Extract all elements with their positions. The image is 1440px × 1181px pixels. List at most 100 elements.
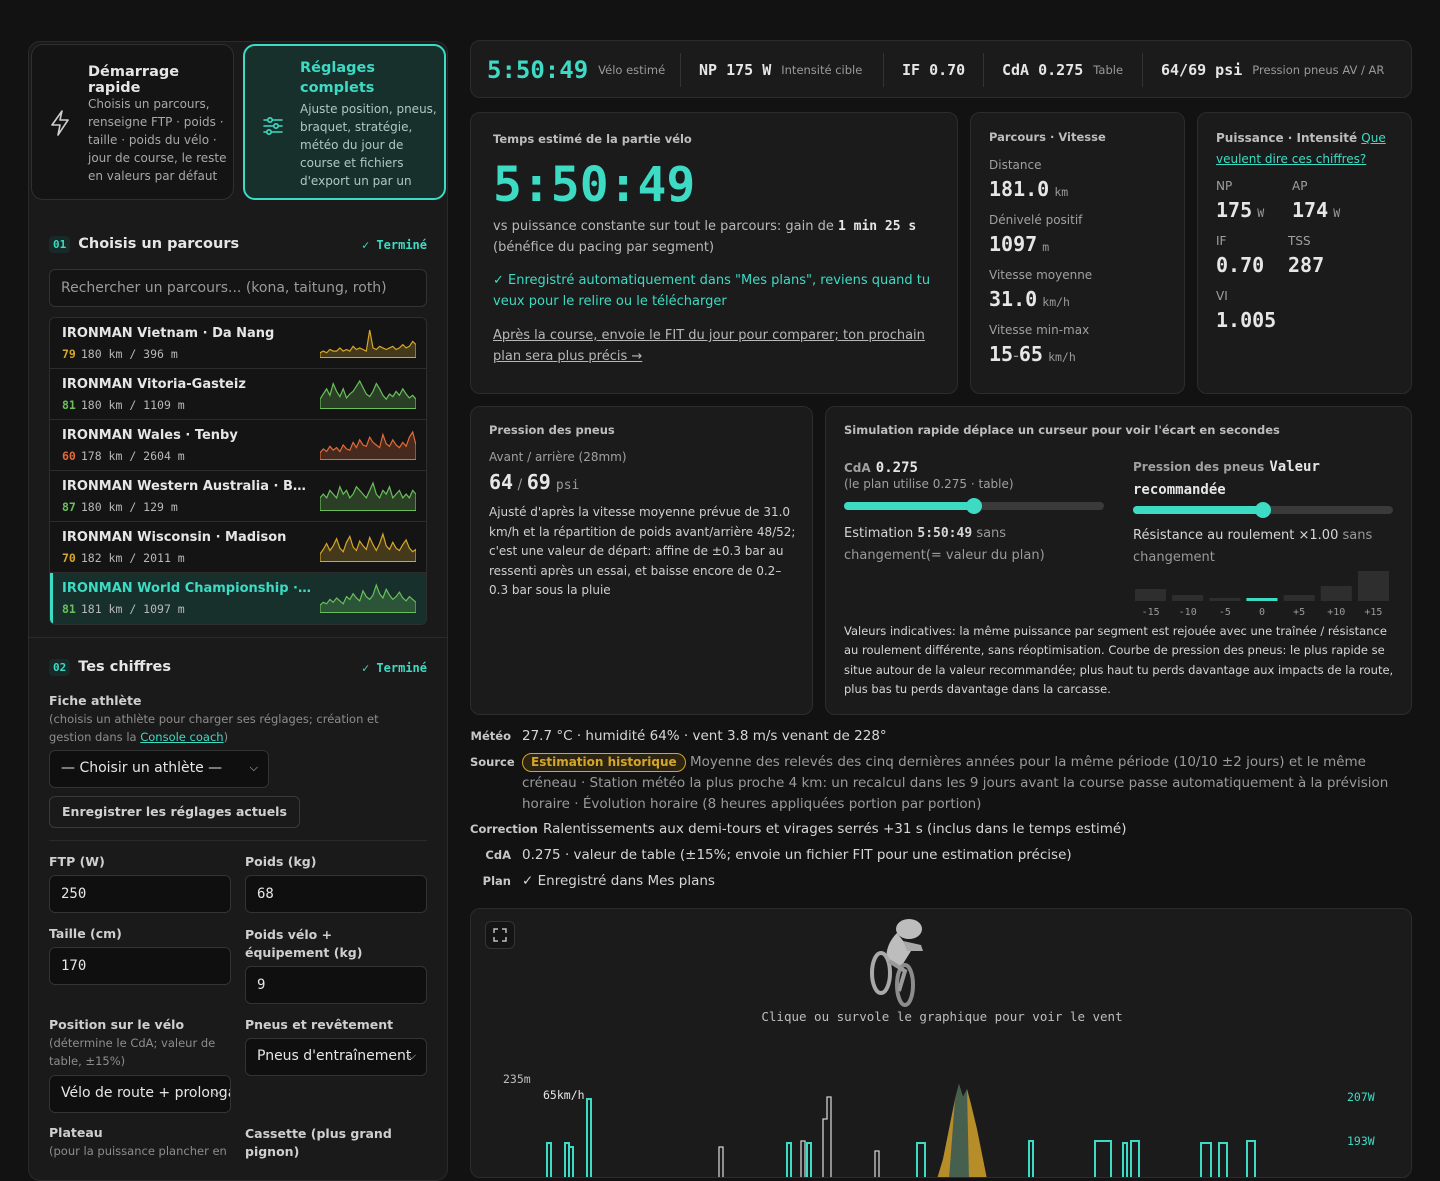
course-stats: 79 180 km / 396 m [62,347,178,361]
tire-slider-fill [1133,506,1263,514]
sliders-icon [263,116,283,136]
course-item[interactable]: IRONMAN World Championship · Kona 81 181 k… [50,573,426,624]
sparkline-area [320,430,416,460]
summary-cda: CdA 0.275 Table [1002,61,1124,79]
sparkline-area [320,379,416,409]
power-high-label: 207W [1347,1090,1375,1104]
full-settings-card[interactable]: Réglages complets Ajuste position, pneus… [243,44,446,200]
plan-value: ✓ Enregistré dans Mes plans [522,873,715,889]
chainring-hint: (pour la puissance plancher en [49,1144,227,1158]
section-divider [29,637,447,638]
sensitivity-bar-label: 0 [1259,607,1265,618]
position-label: Position sur le vélo [49,1017,185,1032]
quick-start-title: Démarrage rapide [88,64,180,96]
course-search-input[interactable] [49,269,427,307]
course-item[interactable]: IRONMAN Western Australia · Busselton 87 1… [50,471,426,522]
correction-key: Correction [470,822,538,836]
quick-start-card[interactable]: Démarrage rapide Choisis un parcours, re… [31,44,234,200]
step1-status: ✓ Terminé [361,238,427,252]
tire-pressure-slider[interactable] [1133,502,1393,518]
source-badge: Estimation historique [522,753,686,772]
sim-estimate: Estimation 5:50:49 sans changement(= val… [844,526,1045,563]
course-stats-card: Parcours · Vitesse Distance 181.0 km Dén… [970,112,1185,394]
cassette-label: Cassette (plus grand pignon) [245,1126,392,1159]
metrics-help-link[interactable]: Que veulent dire ces chiffres? [1216,131,1386,166]
fullscreen-button[interactable] [485,921,515,949]
speed-trace [718,1096,880,1177]
bike-weight-label: Poids vélo + équipement (kg) [245,927,363,960]
course-item[interactable]: IRONMAN Wisconsin · Madison 70 182 km / 20… [50,522,426,573]
course-score: 70 [62,551,76,565]
course-item[interactable]: IRONMAN Vietnam · Da Nang 79 180 km / 396 … [50,318,426,369]
if-value: 0.70 [1216,253,1265,277]
course-item[interactable]: IRONMAN Wales · Tenby 60 178 km / 2604 m [50,420,426,471]
graph-hint: Clique ou survole le graphique pour voir… [761,1009,1123,1024]
climb-highlight [949,1084,969,1177]
elevation-value: 1097 m [989,232,1050,256]
course-profile-chart[interactable] [471,1069,1412,1178]
sensitivity-bar-label: +15 [1364,607,1382,618]
course-list: IRONMAN Vietnam · Da Nang 79 180 km / 396 … [49,317,427,625]
distance-value: 181.0 km [989,177,1069,201]
position-hint: (détermine le CdA; valeur de table, ±15%… [49,1036,216,1068]
sparkline-area [320,481,416,511]
athlete-select[interactable]: — Choisir un athlète — ⌵ [49,750,269,788]
sim-rolling-resistance: Résistance au roulement ×1.00 sans chang… [1133,528,1373,565]
tire-slider-handle[interactable] [1255,502,1271,518]
speed-range-value: 15-65 km/h [989,342,1076,366]
ftp-input[interactable]: 250 [49,875,231,913]
tss-label: TSS [1288,234,1311,248]
fit-upload-link[interactable]: Après la course, envoie le FIT du jour p… [493,328,925,364]
elevation-axis-label: 235m [503,1072,531,1086]
summary-bar: 5:50:49 Vélo estimé NP 175 W Intensité cib… [470,40,1412,98]
speed-axis-label: 65km/h [543,1088,585,1102]
avg-speed-label: Vitesse moyenne [989,268,1093,282]
course-name: IRONMAN Vietnam · Da Nang [62,326,275,341]
quick-start-desc: Choisis un parcours, renseigne FTP · poi… [88,97,227,183]
sensitivity-bar [1357,571,1389,601]
expand-icon [493,928,507,942]
bike-weight-input[interactable]: 9 [245,966,427,1004]
course-elevation-sparkline [320,481,416,511]
ap-label: AP [1292,179,1308,193]
sensitivity-bar [1135,589,1167,601]
weight-input[interactable]: 68 [245,875,427,913]
ftp-label: FTP (W) [49,854,105,869]
sensitivity-bar [1246,598,1278,601]
source-value: Estimation historique Moyenne des relevé… [522,753,1389,812]
athlete-hint: (choisis un athlète pour charger ses rég… [49,712,379,744]
separator [883,53,884,87]
chevron-down-icon: ⌵ [249,761,258,774]
source-key: Source [470,755,515,769]
course-item[interactable]: IRONMAN Vitoria-Gasteiz 81 180 km / 1109 m [50,369,426,420]
course-name: IRONMAN Wisconsin · Madison [62,530,287,545]
sim-cda-label: CdA 0.275 [844,460,918,476]
height-label: Taille (cm) [49,926,122,941]
sparkline-area [320,531,416,562]
sim-footnote: Valeurs indicatives: la même puissance p… [844,624,1394,696]
speed-range-label: Vitesse min-max [989,323,1090,337]
height-input[interactable]: 170 [49,947,231,985]
course-name: IRONMAN Vitoria-Gasteiz [62,377,246,392]
chevron-down-icon: ⌵ [211,1086,220,1099]
vi-label: VI [1216,289,1228,303]
sensitivity-bar-label: +10 [1327,607,1345,618]
position-select[interactable]: Vélo de route + prolongateurs⌵ [49,1075,231,1113]
cda-slider-handle[interactable] [966,498,982,514]
pressure-sensitivity-chart: -15 -10 -5 0 +5 +10 +15 [1135,571,1389,618]
elevation-label: Dénivelé positif [989,213,1083,227]
cda-slider[interactable] [844,498,1104,514]
course-name: IRONMAN Wales · Tenby [62,428,238,443]
np-value: 175 W [1216,198,1265,222]
course-elevation-sparkline [320,583,416,613]
tires-select[interactable]: Pneus d'entraînement ⌵ [245,1038,427,1076]
weather-key: Météo [470,729,511,743]
tire-sub: Avant / arrière (28mm) [489,450,627,464]
ap-value: 174 W [1292,198,1341,222]
vi-value: 1.005 [1216,308,1277,332]
summary-if: IF 0.70 [902,61,966,79]
course-distance: 178 km / 2604 m [80,449,185,463]
console-coach-link[interactable]: Console coach [140,730,224,744]
save-settings-button[interactable]: Enregistrer les réglages actuels [49,796,300,828]
step1-number: 01 [49,236,71,253]
